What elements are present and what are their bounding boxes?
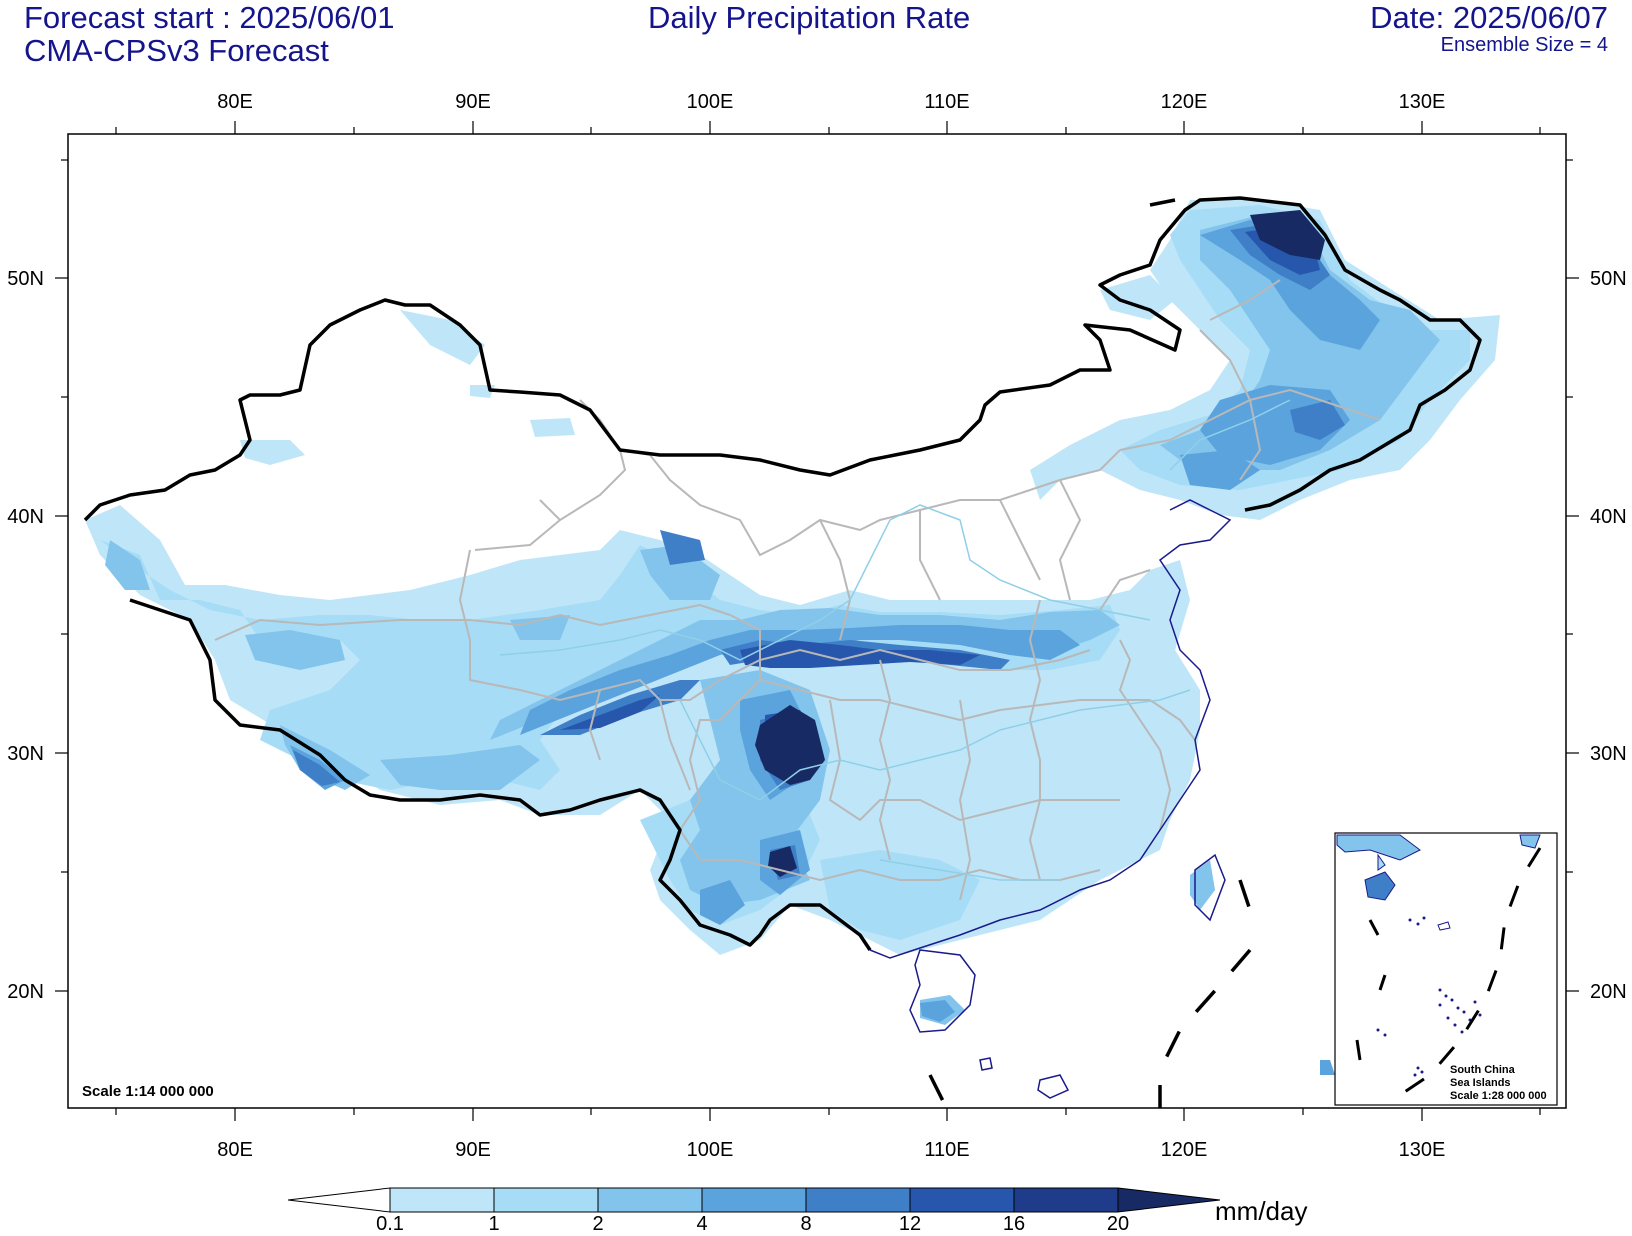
precip-field [85,198,1500,1075]
lon-label: 100E [687,91,734,113]
lat-label: 20N [7,981,44,1003]
forecast-start-label: Forecast start : 2025/06/01 [24,0,395,35]
south-china-sea-inset: South China Sea Islands Scale 1:28 000 0… [1334,832,1558,1106]
lat-label: 50N [7,268,44,290]
lon-label: 80E [217,91,253,113]
colorbar: 0.1 1 2 4 8 12 16 20 mm/day [287,1187,1307,1235]
colorbar-level: 16 [1003,1213,1025,1235]
colorbar-unit: mm/day [1215,1196,1307,1226]
colorbar-level: 0.1 [376,1213,404,1235]
lon-label: 110E [924,1139,969,1161]
inset-label-line1: South China [1450,1064,1516,1076]
lat-label: 40N [7,506,44,528]
lat-label: 50N [1590,268,1627,290]
colorbar-level: 2 [592,1213,603,1235]
lat-label: 30N [7,743,44,765]
lat-labels-left: 50N 40N 30N 20N [7,268,44,1003]
colorbar-segment [597,1187,703,1213]
colorbar-segment [909,1187,1015,1213]
lon-labels-bottom: 80E 90E 100E 110E 120E 130E [217,1139,1445,1161]
sea-boundary [928,198,1252,1108]
colorbar-level: 12 [899,1213,921,1235]
map-scale-label: Scale 1:14 000 000 [82,1083,214,1100]
colorbar-segment [701,1187,807,1213]
colorbar-segment [389,1187,495,1213]
inset-label-line3: Scale 1:28 000 000 [1450,1090,1547,1102]
lon-label: 120E [1161,91,1208,113]
lon-label: 90E [455,91,491,113]
colorbar-level: 20 [1107,1213,1129,1235]
axis-ticks [55,121,1579,1121]
lat-label: 40N [1590,506,1627,528]
colorbar-segment [805,1187,911,1213]
lat-label: 20N [1590,981,1627,1003]
ensemble-size-label: Ensemble Size = 4 [1440,34,1608,56]
national-border [83,196,1482,951]
colorbar-level: 8 [800,1213,811,1235]
colorbar-segment [1117,1187,1221,1213]
lon-label: 110E [924,91,969,113]
lon-label: 130E [1399,1139,1446,1161]
lat-labels-right: 50N 40N 30N 20N [1590,268,1627,1003]
lon-label: 120E [1161,1139,1208,1161]
colorbar-segment [493,1187,599,1213]
coastline [869,499,1232,1099]
map-title: Daily Precipitation Rate [648,0,971,35]
lat-label: 30N [1590,743,1627,765]
inset-label-line2: Sea Islands [1450,1077,1511,1089]
lon-label: 90E [455,1139,491,1161]
lon-label: 80E [217,1139,253,1161]
rivers [499,399,1291,881]
lon-labels-top: 80E 90E 100E 110E 120E 130E [217,91,1445,113]
colorbar-segment [1013,1187,1119,1213]
lon-label: 130E [1399,91,1446,113]
colorbar-segment [287,1187,391,1213]
valid-date-label: Date: 2025/06/07 [1370,0,1608,35]
colorbar-level: 1 [488,1213,499,1235]
lon-label: 100E [687,1139,734,1161]
colorbar-level: 4 [696,1213,707,1235]
inset-frame [1334,832,1558,1106]
model-label: CMA-CPSv3 Forecast [24,33,329,68]
